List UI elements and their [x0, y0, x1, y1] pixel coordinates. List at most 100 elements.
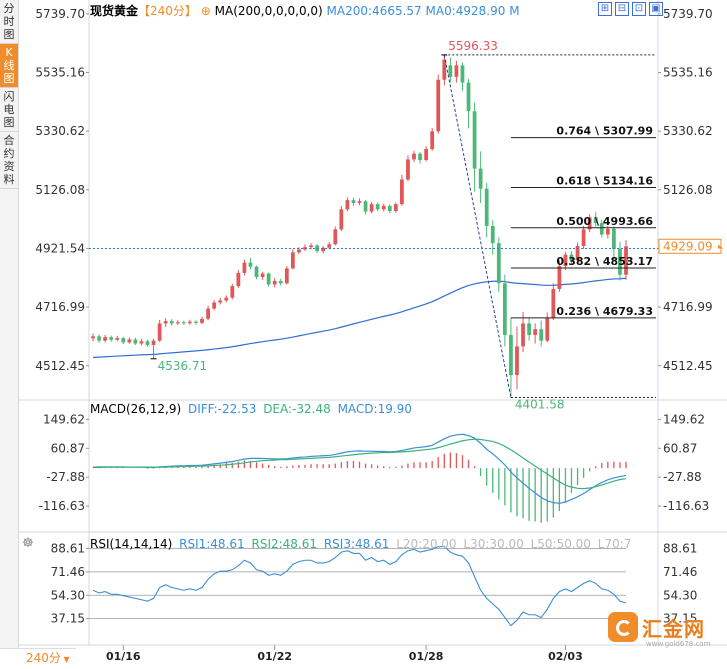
- candle-body: [206, 308, 210, 319]
- macd-tick-label-left: 60.87: [51, 441, 85, 455]
- time-tick-label: 01/28: [409, 650, 444, 663]
- left-tab-bar: 分 时 图 K 线 图 闪 电 图 合 约 资 料: [0, 0, 19, 666]
- candle-body: [242, 262, 247, 273]
- candle-body: [121, 338, 126, 343]
- legend-period[interactable]: 【240分】: [138, 4, 197, 18]
- period-selector[interactable]: 240分 ▼: [0, 648, 76, 666]
- time-tick-label: 01/16: [106, 650, 141, 663]
- main-legend: 现货黄金【240分】 ⊕ MA(200,0,0,0,0,0) MA200:466…: [90, 2, 520, 19]
- candle-body: [612, 228, 616, 249]
- candle-body: [151, 340, 156, 345]
- macd-legend: MACD(26,12,9) DIFF:-22.53 DEA:-32.48 MAC…: [90, 402, 412, 416]
- candle-body: [157, 323, 162, 341]
- fib-level-label: 0.618 \ 5134.16: [556, 174, 653, 187]
- macd-value: MACD:19.90: [337, 402, 412, 416]
- macd-settings-icon[interactable]: ☸: [22, 536, 34, 551]
- zoom-in-icon[interactable]: ⊞: [598, 2, 612, 16]
- fullscreen-icon[interactable]: ⊡: [632, 2, 646, 16]
- candle-body: [224, 297, 229, 301]
- candle-body: [212, 302, 217, 309]
- ma200-line: [92, 277, 627, 359]
- candle-body: [418, 153, 422, 160]
- rsi-tick-label-right: 37.15: [663, 612, 697, 626]
- candle-body: [406, 159, 410, 180]
- candle-body: [581, 229, 586, 247]
- candle-body: [109, 337, 114, 340]
- candle-body: [194, 321, 198, 323]
- candle-body: [284, 268, 289, 284]
- rsi-tick-label-left: 54.30: [51, 588, 85, 602]
- instrument-name: 现货黄金: [90, 4, 139, 18]
- price-tick-label-left: 5739.70: [35, 7, 85, 21]
- candle-body: [321, 247, 326, 252]
- candle-body: [345, 200, 350, 210]
- price-tick-label-left: 4716.99: [35, 300, 85, 314]
- fib-level-label: 0.236 \ 4679.33: [556, 305, 653, 318]
- macd-tick-label-right: -27.88: [663, 470, 702, 484]
- macd-dea-line: [93, 438, 627, 490]
- rsi-line: [92, 546, 627, 627]
- tab-contract-info[interactable]: 合 约 资 料: [0, 132, 18, 189]
- rsi-l50: L50:50.00: [530, 537, 591, 551]
- candle-body: [521, 323, 525, 347]
- candle-body: [145, 341, 150, 345]
- candle-body: [605, 228, 610, 235]
- fib-level-label: 0.500 \ 4993.66: [556, 215, 653, 228]
- price-tick-label-right: 5535.16: [663, 65, 713, 79]
- restore-icon[interactable]: ▣: [649, 2, 663, 16]
- logo: 汇金网: [608, 612, 705, 642]
- fib-level-label: 0.382 \ 4853.17: [556, 255, 653, 268]
- rsi-tick-label-right: 88.61: [663, 542, 697, 556]
- candle-body: [327, 244, 332, 248]
- candle-body: [557, 266, 562, 290]
- tab-flash[interactable]: 闪 电 图: [0, 88, 18, 132]
- candle-body: [163, 321, 168, 324]
- candle-body: [442, 59, 447, 80]
- candle-body: [460, 65, 465, 83]
- early-low-annotation: 4536.71: [158, 359, 208, 373]
- candle-body: [569, 254, 574, 261]
- tab-timeshare[interactable]: 分 时 图: [0, 0, 18, 44]
- candle-body: [103, 337, 107, 341]
- candle-body: [139, 341, 144, 344]
- candle-body: [539, 329, 544, 341]
- candle-body: [430, 131, 435, 150]
- macd-tick-label-left: 149.62: [43, 412, 85, 426]
- time-tick-label: 01/22: [257, 650, 292, 663]
- rsi-l70: L70:7: [597, 537, 632, 551]
- rsi-label[interactable]: RSI(14,14,14): [90, 537, 173, 551]
- macd-diff: DIFF:-22.53: [187, 402, 257, 416]
- candle-body: [115, 338, 120, 340]
- price-tick-label-right: 4716.99: [663, 300, 713, 314]
- candle-body: [599, 223, 604, 235]
- candle-body: [333, 229, 338, 245]
- price-tick-label-right: 5126.08: [663, 183, 713, 197]
- period-label: 240分: [26, 651, 61, 665]
- chevron-down-icon: ▼: [60, 655, 70, 664]
- macd-label[interactable]: MACD(26,12,9): [90, 402, 182, 416]
- settings-icon[interactable]: ⊕: [200, 4, 211, 18]
- m-label: M: [509, 4, 520, 18]
- price-tick-label-left: 5535.16: [35, 65, 85, 79]
- candle-body: [260, 273, 265, 277]
- candle-body: [91, 336, 95, 339]
- tab-kline[interactable]: K 线 图: [0, 44, 18, 88]
- candle-body: [551, 289, 556, 318]
- candle-body: [230, 286, 235, 298]
- candle-body: [393, 204, 398, 212]
- candle-body: [412, 153, 416, 160]
- candle-body: [363, 201, 368, 212]
- current-price-box: [658, 238, 722, 254]
- macd-tick-label-right: 60.87: [663, 441, 697, 455]
- fib-trend-line: [443, 54, 512, 398]
- candle-body: [478, 168, 483, 189]
- zoom-out-icon[interactable]: ⊟: [615, 2, 629, 16]
- candle-body: [200, 318, 204, 323]
- macd-tick-label-left: -27.88: [46, 470, 85, 484]
- candle-body: [424, 149, 429, 160]
- ma-label[interactable]: MA(200,0,0,0,0,0): [214, 4, 323, 18]
- candle-body: [381, 205, 386, 210]
- fib-level-label: 0.764 \ 5307.99: [556, 125, 653, 138]
- price-tick-label-right: 5739.70: [663, 7, 713, 21]
